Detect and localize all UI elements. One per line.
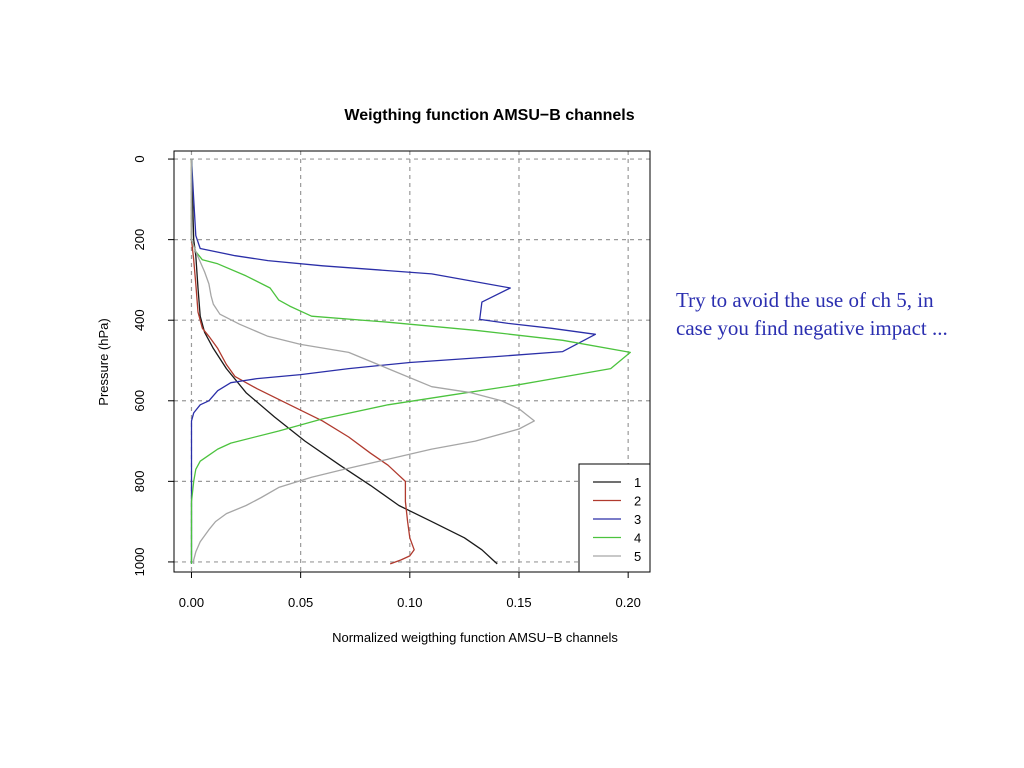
legend-label: 3 (634, 512, 641, 527)
y-tick-label: 800 (132, 471, 147, 493)
series-line-3 (190, 159, 597, 564)
note-line-1: Try to avoid the use of ch 5, in (676, 288, 934, 312)
series-line-4 (190, 159, 631, 564)
y-tick-label: 600 (132, 390, 147, 412)
y-axis: 0 200 400 600 800 1000 (132, 155, 174, 576)
x-tick-label: 0.20 (616, 595, 641, 610)
legend-label: 5 (634, 549, 641, 564)
y-tick-label: 200 (132, 229, 147, 251)
y-tick-label: 1000 (132, 547, 147, 576)
legend-label: 2 (634, 494, 641, 509)
series-line-5 (190, 159, 535, 564)
plot-frame (173, 150, 651, 573)
legend: 1 2 3 4 5 (578, 463, 651, 573)
x-tick-label: 0.05 (288, 595, 313, 610)
x-tick-label: 0.15 (506, 595, 531, 610)
annotation-note: Try to avoid the use of ch 5, in case yo… (676, 286, 1006, 342)
y-axis-label: Pressure (hPa) (96, 318, 111, 405)
x-tick-label: 0.10 (397, 595, 422, 610)
series-lines (190, 159, 631, 565)
series-line-1 (190, 159, 498, 565)
x-axis: 0.00 0.05 0.10 0.15 0.20 (179, 572, 641, 610)
legend-label: 4 (634, 531, 641, 546)
x-axis-label: Normalized weigthing function AMSU−B cha… (332, 630, 618, 645)
note-line-2: case you find negative impact ... (676, 316, 948, 340)
y-tick-label: 0 (132, 155, 147, 162)
legend-label: 1 (634, 475, 641, 490)
x-tick-label: 0.00 (179, 595, 204, 610)
grid (174, 151, 650, 572)
y-tick-label: 400 (132, 309, 147, 331)
chart-title: Weigthing function AMSU−B channels (344, 107, 634, 124)
series-line-2 (190, 159, 415, 565)
